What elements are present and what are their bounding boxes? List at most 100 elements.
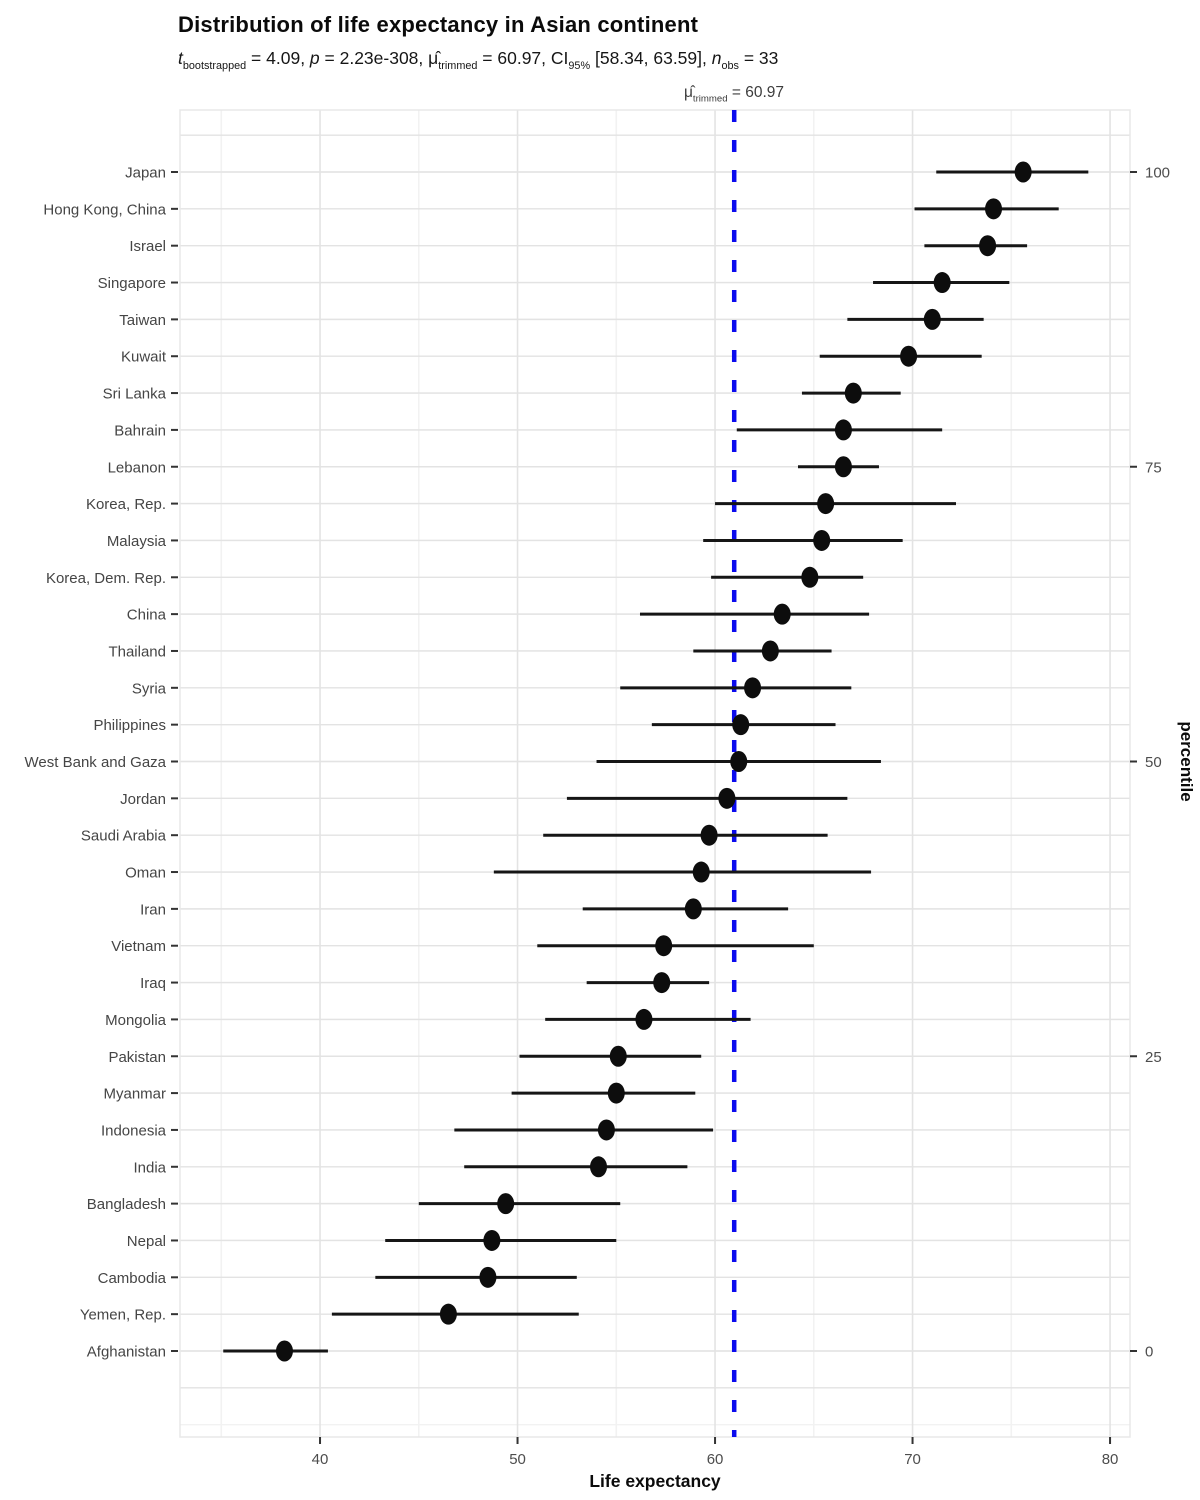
percentile-tick-label: 75 [1145,459,1162,476]
country-row [171,493,956,515]
chart-title: Distribution of life expectancy in Asian… [178,12,699,37]
country-row [171,456,879,478]
country-row [171,1156,688,1178]
point-dot [1014,161,1032,183]
country-label: Mongolia [105,1012,167,1029]
x-tick-label: 70 [904,1451,921,1468]
country-row [171,1193,621,1215]
country-label: Afghanistan [87,1344,166,1361]
grid-major [180,110,1130,1437]
country-row [171,677,852,699]
country-row [171,235,1028,257]
country-label: Israel [129,238,166,255]
text-segment: n [711,48,722,68]
point-dot [655,935,673,957]
country-row [171,566,864,588]
country-label: Iran [140,901,166,918]
point-dot [817,493,835,515]
point-dot [933,272,951,294]
country-label: Malaysia [107,533,167,550]
text-segment: = 2.23e-308, [319,48,429,68]
country-row [171,382,901,404]
text-segment: μ̂ [683,84,693,101]
point-dot [979,235,997,257]
text-segment: = 60.97 [727,84,785,101]
point-dot [730,751,748,772]
vline-annotation: μ̂trimmed = 60.97 [684,84,784,104]
country-label: Hong Kong, China [43,201,166,218]
country-label: Iraq [140,975,166,992]
point-dot [844,382,862,404]
country-row [171,824,828,846]
point-dot [761,640,779,662]
country-row [171,1008,751,1030]
country-row [171,640,832,662]
x-axis-title: Life expectancy [589,1471,721,1491]
country-row [171,603,870,625]
country-row [171,529,903,551]
country-label: West Bank and Gaza [25,754,167,771]
point-dot [773,603,791,625]
point-dot [744,677,762,699]
country-label: Philippines [93,717,166,734]
right-axis-title: percentile [1177,721,1196,801]
point-dot [590,1156,608,1178]
point-dot [692,861,710,883]
country-row [171,1303,579,1325]
percentile-tick-label: 0 [1145,1344,1153,1361]
country-row [171,935,814,957]
country-row [171,1119,714,1141]
country-label: Bahrain [114,422,166,439]
point-dot [985,198,1003,220]
panel-border [179,109,1131,1438]
point-dot [834,456,852,478]
point-dot [718,787,736,809]
country-row [171,161,1089,183]
country-label: Taiwan [119,312,166,329]
point-dot [684,898,702,920]
country-label: China [127,607,167,624]
point-dot [479,1266,497,1288]
percentile-tick-label: 50 [1145,754,1162,771]
country-row [171,861,872,883]
text-segment: = 60.97, CI [477,48,569,68]
country-row [171,419,943,441]
point-dot [801,566,819,588]
country-label: Singapore [98,275,166,292]
country-label: Syria [132,680,167,697]
point-dot [900,345,918,367]
point-dot [923,308,941,330]
text-segment: trimmed [692,93,728,105]
text-segment: 95% [568,59,591,72]
country-row [171,714,836,736]
point-dot [497,1193,515,1215]
point-dot [597,1119,615,1141]
percentile-tick-label: 25 [1145,1049,1162,1066]
text-segment: = 4.09, [246,48,310,68]
point-dot [700,824,718,846]
country-label: Kuwait [121,349,167,366]
country-label: Korea, Rep. [86,496,166,513]
text-segment: = 33 [738,48,779,68]
country-label: Lebanon [108,459,166,476]
country-label: Thailand [108,643,166,660]
country-row [171,198,1059,220]
country-row [171,898,789,920]
x-tick-label: 80 [1102,1451,1119,1468]
country-label: Pakistan [108,1049,166,1066]
country-label: Oman [125,865,166,882]
text-segment: obs [721,59,739,72]
text-segment: [58.34, 63.59], [590,48,712,68]
country-row [171,1266,577,1288]
text-segment: p [309,48,320,68]
text-segment: bootstrapped [182,59,247,72]
country-label: Japan [125,165,166,182]
country-row [171,972,710,994]
country-label: Indonesia [101,1122,167,1139]
point-dot [834,419,852,441]
country-label: Myanmar [103,1086,166,1103]
point-dot [607,1082,625,1104]
country-label: Jordan [120,791,166,808]
